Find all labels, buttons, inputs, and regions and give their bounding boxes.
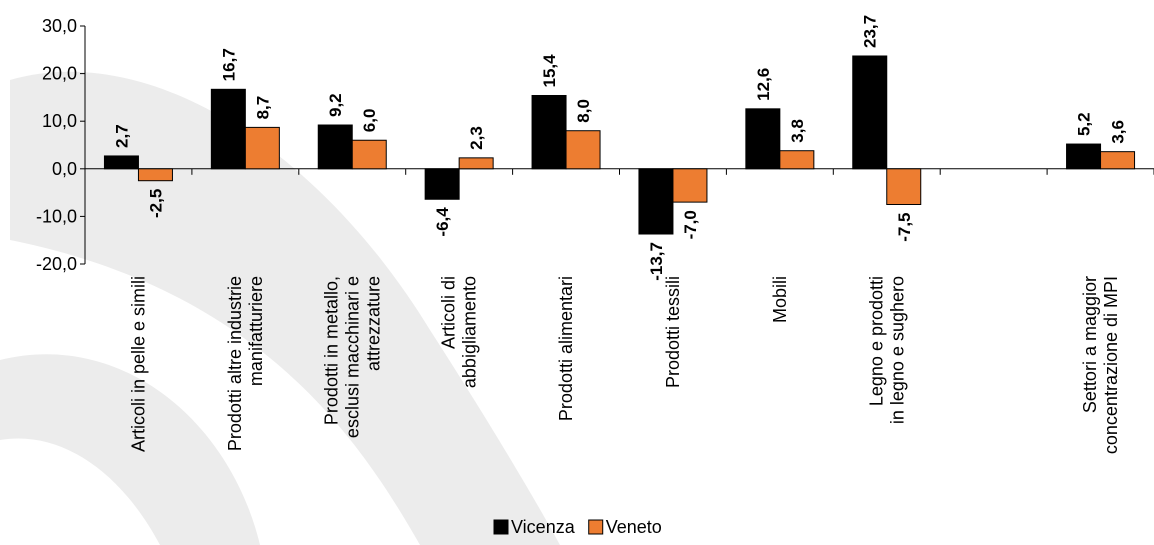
- bar-vicenza: [638, 168, 674, 235]
- bar-veneto: [351, 139, 387, 170]
- y-tick-label: -20,0: [36, 254, 77, 274]
- bar-vicenza: [103, 155, 139, 170]
- data-label: 5,2: [1075, 112, 1094, 136]
- category-label: Legno e prodotti: [866, 276, 886, 406]
- data-label: 9,2: [326, 93, 345, 117]
- data-label: 16,7: [219, 48, 238, 81]
- bar-vicenza: [210, 88, 246, 170]
- data-label: 15,4: [540, 54, 559, 88]
- legend-swatch-vicenza: [493, 519, 509, 535]
- category-label: Prodotti in metallo,: [321, 276, 341, 425]
- category-label: Prodotti alimentari: [556, 276, 576, 421]
- watermark-arc-inner: [0, 354, 260, 545]
- category-label: in legno e sughero: [887, 276, 907, 424]
- data-label: 3,8: [788, 119, 807, 143]
- data-label: -6,4: [433, 207, 452, 237]
- data-label: 8,0: [574, 99, 593, 123]
- data-label: 23,7: [861, 15, 880, 48]
- bar-vicenza: [531, 94, 567, 170]
- bar-veneto: [1100, 151, 1136, 170]
- data-label: 2,7: [112, 124, 131, 148]
- data-label: 8,7: [253, 96, 272, 120]
- category-label: Articoli di: [439, 276, 459, 349]
- category-label: Prodotti tessili: [663, 276, 683, 388]
- bar-vicenza: [424, 168, 460, 200]
- category-label: Prodotti altre industrie: [225, 276, 245, 451]
- bar-vicenza: [317, 124, 353, 170]
- y-tick-label: -10,0: [36, 206, 77, 226]
- category-label: Mobili: [770, 276, 790, 323]
- category-label: Articoli in pelle e simili: [128, 276, 148, 452]
- bar-veneto: [137, 168, 173, 182]
- y-tick-label: 10,0: [42, 111, 77, 131]
- y-tick-label: 20,0: [42, 64, 77, 84]
- data-label: 3,6: [1109, 120, 1128, 144]
- category-label: esclusi macchinari e: [342, 276, 362, 438]
- y-tick-label: 0,0: [52, 159, 77, 179]
- legend-swatch-veneto: [588, 519, 604, 535]
- bar-vicenza: [1066, 143, 1102, 170]
- data-label: -7,5: [895, 213, 914, 242]
- data-label: 12,6: [754, 68, 773, 101]
- y-tick-label: 30,0: [42, 16, 77, 36]
- bar-veneto: [565, 130, 601, 170]
- data-label: 2,3: [467, 126, 486, 150]
- bar-veneto: [458, 157, 494, 170]
- category-label: attrezzature: [363, 276, 383, 371]
- data-label: 6,0: [360, 109, 379, 133]
- bar-veneto: [244, 126, 280, 170]
- category-label: concentrazione di MPI: [1101, 276, 1121, 454]
- data-label: -7,0: [681, 210, 700, 239]
- bar-vicenza: [745, 108, 781, 170]
- data-label: -2,5: [146, 189, 165, 218]
- category-label: abbigliamento: [460, 276, 480, 388]
- bar-veneto: [779, 150, 815, 170]
- category-label: Settori a maggior: [1080, 276, 1100, 413]
- legend-label: Vicenza: [511, 517, 576, 537]
- category-label: manifatturiere: [246, 276, 266, 386]
- bar-vicenza: [852, 55, 888, 170]
- bar-veneto: [672, 168, 708, 203]
- data-label: -13,7: [647, 242, 666, 281]
- watermark-arc-outer: [10, 71, 560, 545]
- legend-label: Veneto: [606, 517, 662, 537]
- bar-veneto: [886, 168, 922, 206]
